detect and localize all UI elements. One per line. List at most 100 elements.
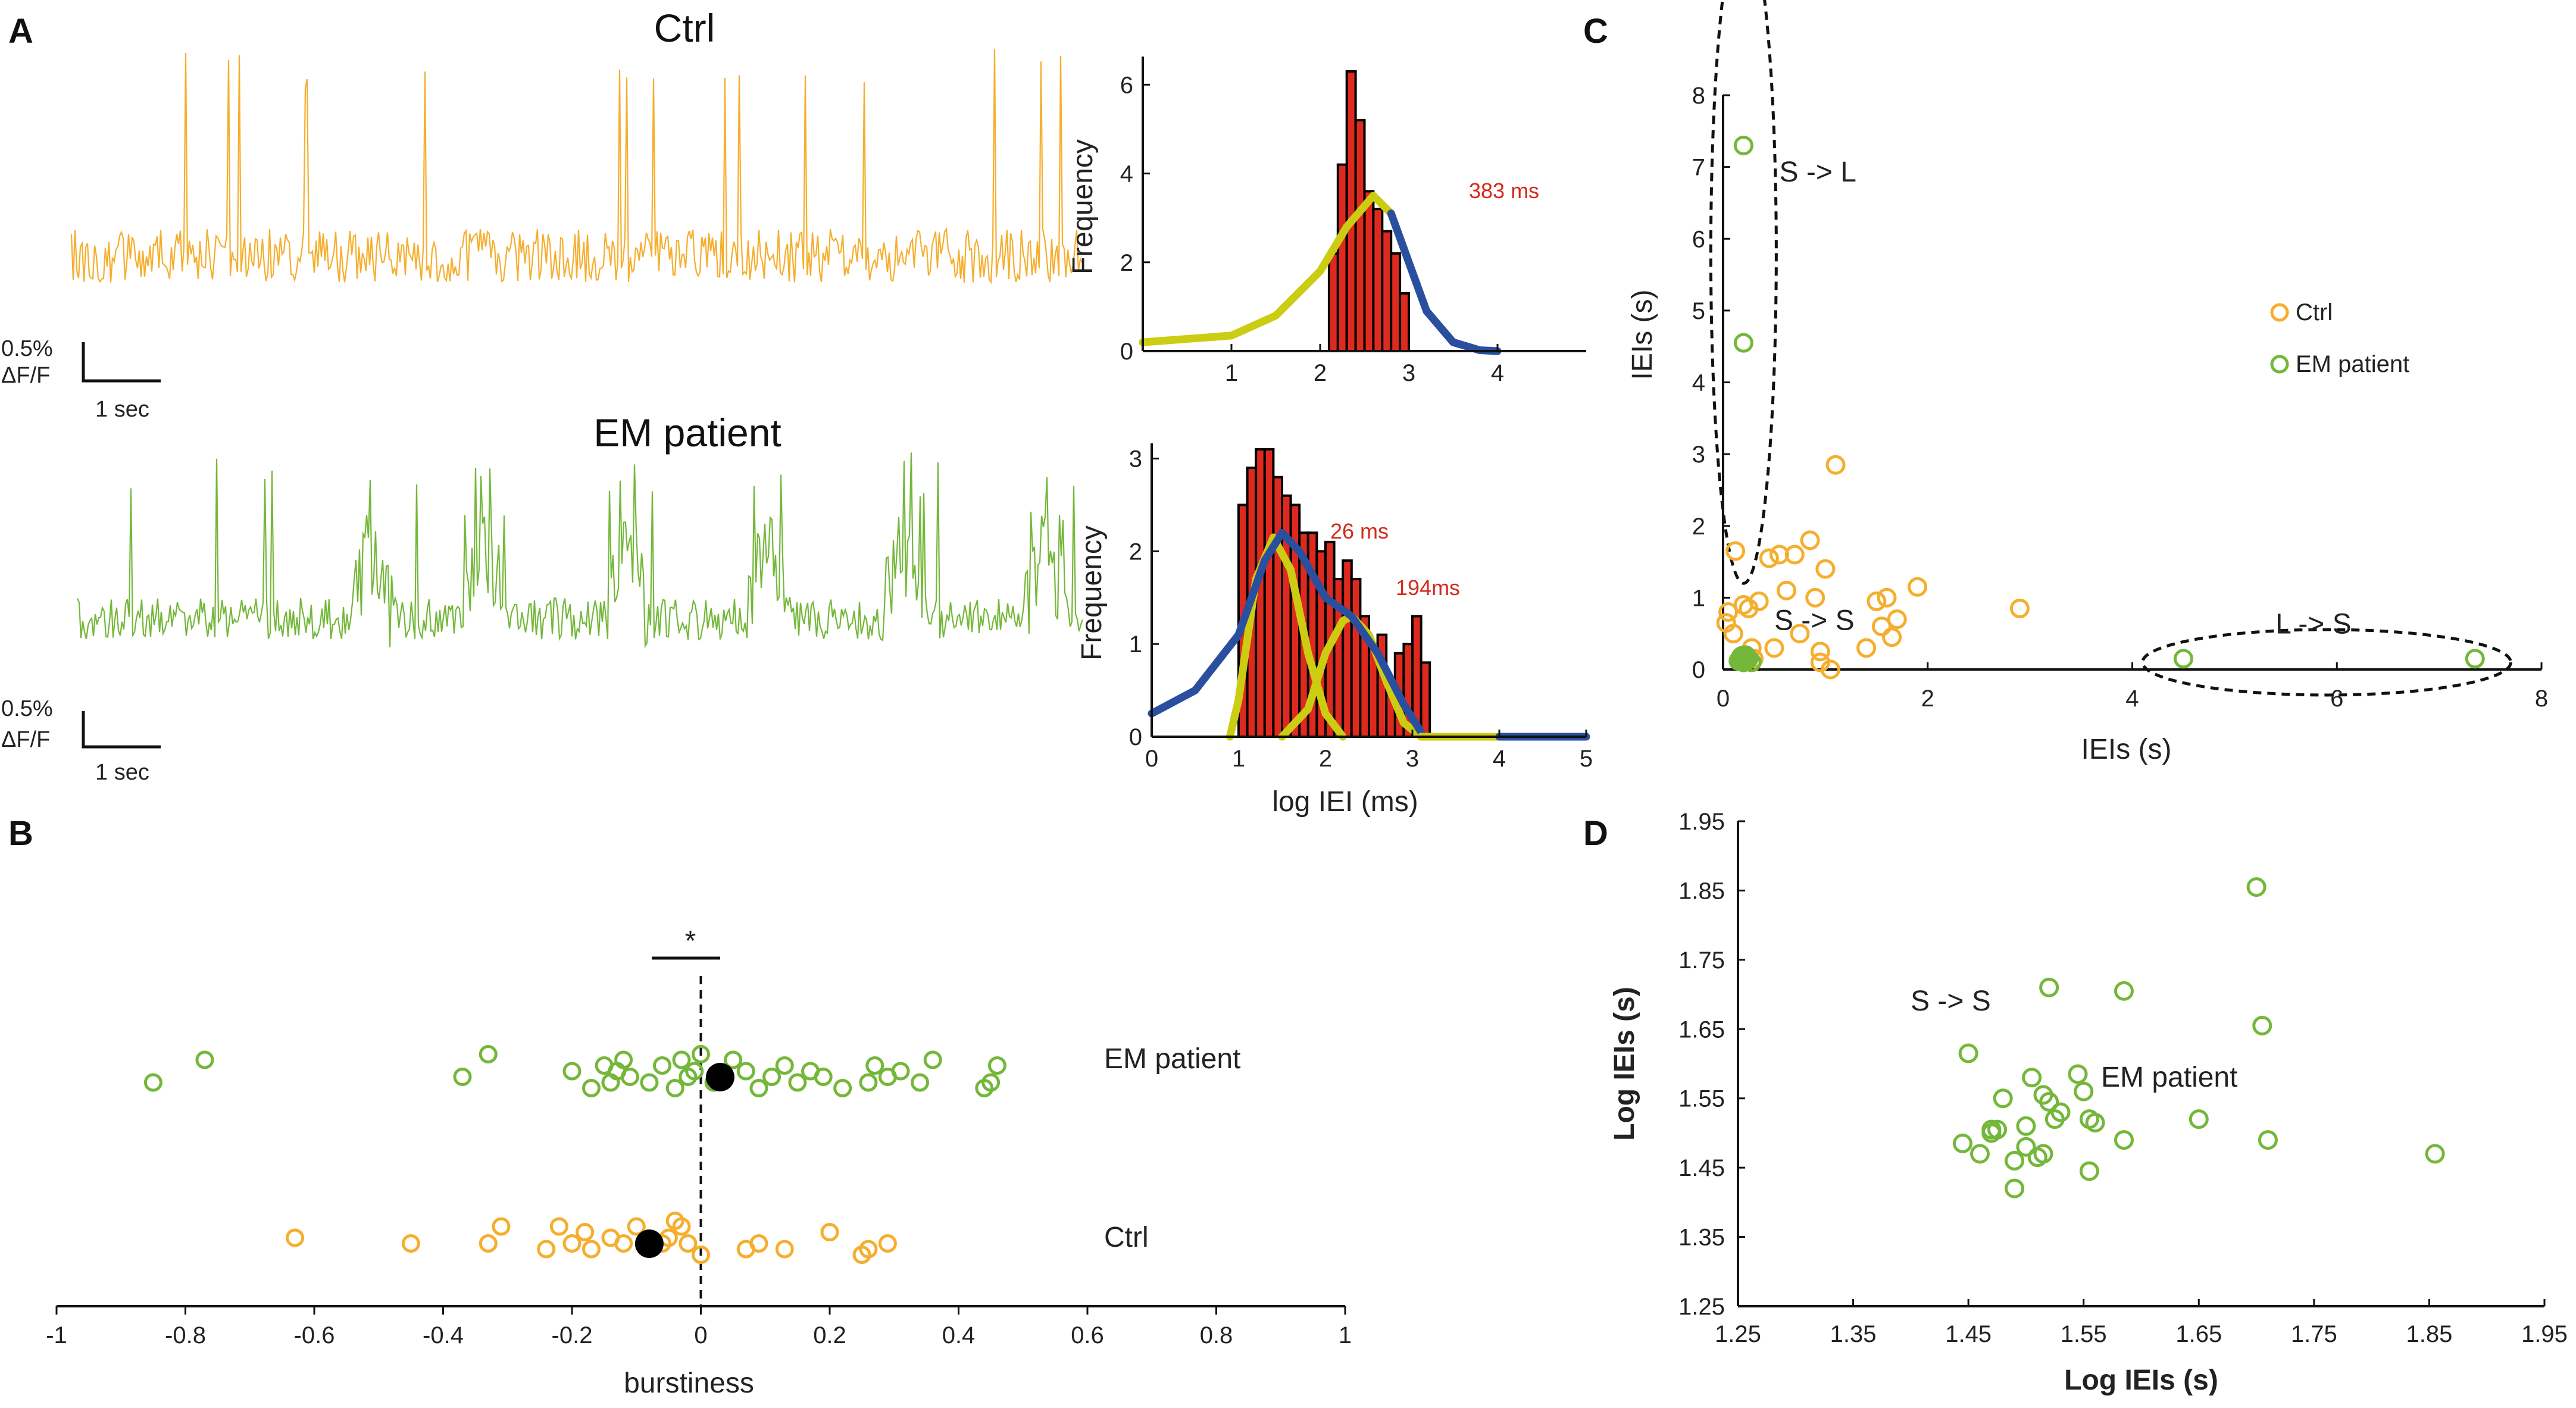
data-point-em (923, 1050, 942, 1069)
x-tick-label: 1 (1339, 1322, 1352, 1348)
data-point-em (2079, 1161, 2099, 1181)
data-point-em (865, 1056, 884, 1075)
x-tick-label: 1.75 (2291, 1321, 2337, 1347)
data-point-ctrl (537, 1240, 556, 1259)
histogram-bar (1363, 190, 1375, 352)
histogram-bar (1263, 448, 1275, 738)
data-point-ctrl (1800, 530, 1820, 550)
data-point-ctrl (1805, 587, 1825, 608)
data-point-em (2005, 1178, 2025, 1199)
data-point-ctrl (1877, 587, 1897, 608)
data-point-em (2079, 1109, 2099, 1129)
data-point-em (2252, 1015, 2272, 1035)
y-axis-label: Frequency (1076, 525, 1108, 661)
y-tick-label: 1 (1129, 631, 1142, 658)
x-tick-label: 8 (2535, 686, 2548, 712)
data-point-em (891, 1062, 910, 1081)
data-point-ctrl (1759, 548, 1779, 568)
data-point-em (2068, 1064, 2088, 1084)
data-point-ctrl (775, 1240, 794, 1259)
data-point-em (981, 1073, 1001, 1092)
data-point-em (692, 1045, 710, 1063)
x-tick-label: -1 (46, 1322, 67, 1348)
data-point-em (143, 1073, 162, 1092)
data-point-em (762, 1068, 781, 1086)
y-tick-label: 1.55 (1678, 1086, 1725, 1112)
legend-marker-ctrl (2270, 303, 2289, 322)
scale-bar-em: 0.5% ΔF/F 1 sec (1, 696, 161, 785)
data-point-em-cluster (1730, 645, 1757, 672)
annotation-label: 26 ms (1330, 519, 1389, 543)
x-tick-label: 6 (2330, 686, 2343, 712)
data-point-ctrl (1820, 659, 1840, 680)
y-axis-label: IEIs (s) (1627, 290, 1658, 380)
data-point-em (1970, 1144, 1990, 1164)
x-tick-label: 2 (1319, 746, 1332, 772)
annotation-label: 383 ms (1469, 179, 1539, 203)
data-point-em (562, 1062, 582, 1081)
data-point-em (453, 1068, 472, 1086)
data-point-ctrl (1810, 642, 1830, 662)
mean-marker (634, 1229, 664, 1258)
x-tick-label: 1.45 (1945, 1321, 1992, 1347)
data-point-em (665, 1079, 684, 1097)
x-tick-label: 5 (1580, 746, 1593, 772)
data-point-em (640, 1073, 659, 1092)
data-point-ctrl (859, 1240, 878, 1259)
y-tick-label: 2 (1692, 514, 1705, 540)
data-point-em (2246, 877, 2266, 897)
y-tick-label: 6 (1120, 72, 1133, 98)
data-point-em (775, 1056, 794, 1075)
x-tick-label: 3 (1406, 746, 1419, 772)
data-point-em (2022, 1068, 2042, 1088)
histogram-bar (1390, 252, 1402, 352)
data-point-ctrl (1725, 541, 1746, 561)
data-point-ctrl (1790, 624, 1810, 644)
histogram-bar (1272, 475, 1283, 738)
data-point-em (2258, 1130, 2278, 1150)
y-tick-label: 1.75 (1678, 947, 1725, 974)
x-tick-label: 1 (1225, 360, 1238, 386)
x-tick-label: 0.2 (813, 1322, 846, 1348)
calcium-trace-ctrl (70, 49, 1083, 284)
y-tick-label: 6 (1692, 226, 1705, 252)
data-point-ctrl (679, 1234, 698, 1253)
annotation-em-patient: EM patient (2101, 1062, 2237, 1093)
x-tick-label: 0.8 (1200, 1322, 1233, 1348)
y-tick-label: 5 (1692, 298, 1705, 324)
histogram-bar (1342, 559, 1353, 738)
y-tick-label: 4 (1120, 161, 1133, 187)
x-tick-label: 0.6 (1071, 1322, 1104, 1348)
data-point-ctrl (820, 1223, 839, 1241)
data-point-ctrl (2009, 598, 2030, 618)
data-point-em (2005, 1151, 2025, 1171)
panel-label-b: B (8, 814, 33, 853)
data-point-em (1981, 1119, 2002, 1140)
y-axis-label: Frequency (1067, 139, 1099, 274)
x-tick-label: 1.35 (1830, 1321, 1877, 1347)
y-tick-label: 1.65 (1678, 1016, 1725, 1043)
scale-time-ctrl: 1 sec (95, 397, 149, 422)
scale-bar-ctrl: 0.5% ΔF/F 1 sec (1, 336, 161, 422)
data-point-ctrl (1882, 627, 1902, 647)
data-point-em (2465, 649, 2485, 669)
legend-marker-em (2270, 355, 2289, 374)
data-point-ctrl (1825, 455, 1846, 475)
data-point-em (749, 1079, 768, 1097)
mean-marker (705, 1063, 734, 1091)
scale-time-em: 1 sec (95, 760, 149, 785)
data-point-em (1993, 1088, 2013, 1109)
data-point-em (2173, 649, 2193, 669)
data-point-ctrl (1887, 609, 1907, 630)
trace-title-em: EM patient (593, 411, 781, 455)
panel-label-c: C (1583, 12, 1608, 51)
data-point-ctrl (549, 1217, 568, 1236)
data-point-em (195, 1050, 214, 1069)
data-point-ctrl (492, 1217, 511, 1236)
y-tick-label: 2 (1129, 539, 1142, 565)
x-tick-label: 4 (1491, 360, 1504, 386)
data-point-em (2114, 981, 2134, 1001)
y-tick-label: 0 (1692, 657, 1705, 683)
data-point-em (1952, 1133, 1972, 1153)
x-axis-label: log IEI (ms) (1272, 786, 1418, 818)
